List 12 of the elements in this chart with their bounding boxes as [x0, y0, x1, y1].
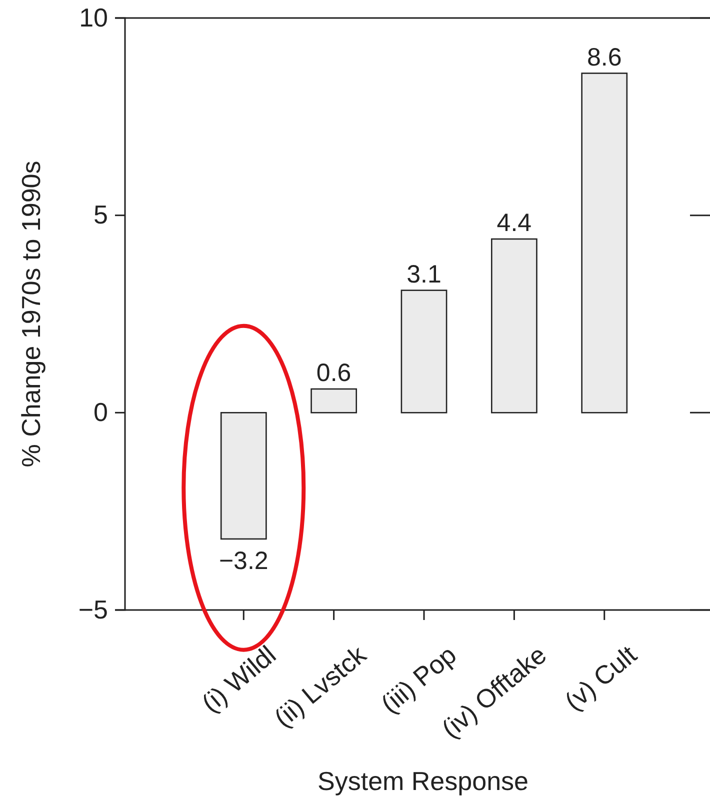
y-tick-label: 10 [79, 2, 108, 32]
y-tick-label: 5 [94, 200, 108, 230]
data-label: 4.4 [496, 209, 532, 238]
data-label: 0.6 [316, 358, 352, 387]
x-tick-label: (v) Cult [558, 639, 643, 716]
data-label: −3.2 [218, 546, 268, 575]
y-tick-label: 0 [94, 396, 108, 427]
data-label: 3.1 [406, 260, 442, 288]
y-tick-label: −5 [78, 594, 108, 624]
y-axis-title: % Change 1970s to 1990s [16, 160, 46, 468]
data-label: 8.6 [586, 43, 622, 72]
x-axis-title: System Response [318, 766, 528, 796]
